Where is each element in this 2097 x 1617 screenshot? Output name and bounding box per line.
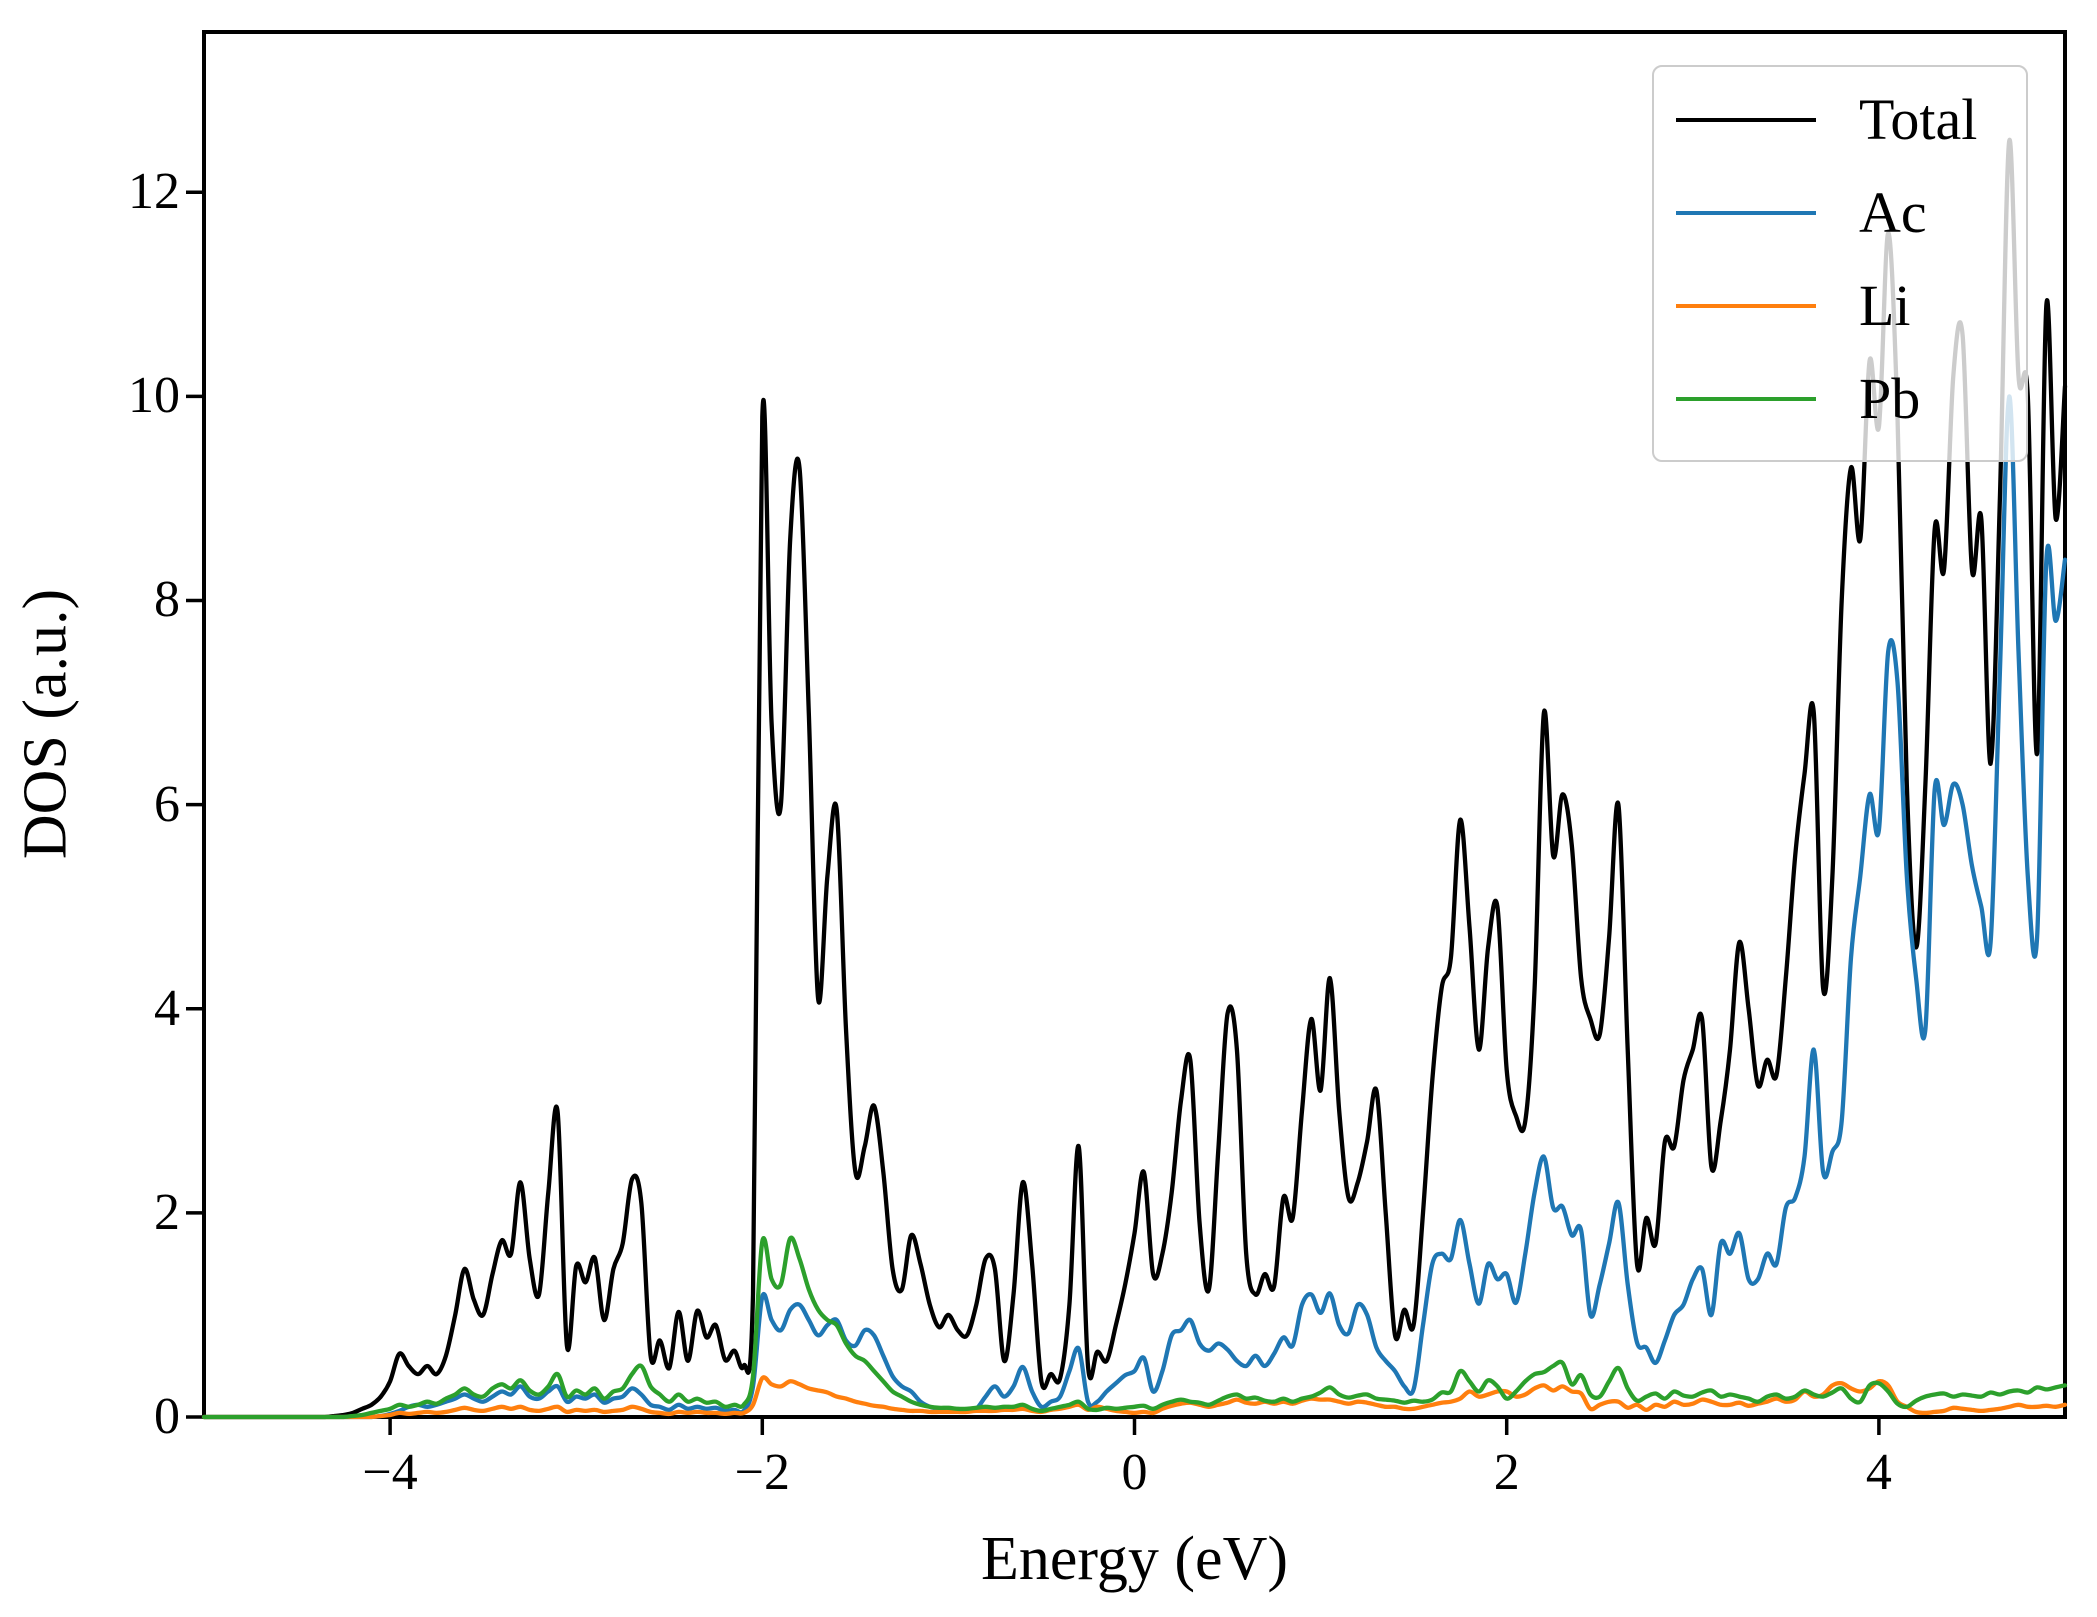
- y-tick-label-8: 8: [154, 571, 180, 629]
- x-tick-label-0: 0: [1121, 1444, 1148, 1501]
- y-axis-label: DOS (a.u.): [11, 588, 80, 860]
- y-tick-label-12: 12: [128, 163, 180, 221]
- x-tick-label-4: 4: [1865, 1444, 1892, 1501]
- legend-line-pb: [1676, 396, 1816, 401]
- legend: Total Ac Li Pb: [1652, 65, 2028, 462]
- legend-label-pb: Pb: [1859, 365, 1921, 431]
- y-tick-label-6: 6: [154, 775, 180, 833]
- y-tick-label-0: 0: [154, 1388, 180, 1445]
- legend-item-ac: Ac: [1676, 166, 2026, 259]
- curve-li: [201, 1375, 2068, 1420]
- legend-item-li: Li: [1676, 259, 2026, 352]
- legend-label-li: Li: [1859, 272, 1911, 338]
- x-axis-label: Energy (eV): [980, 1525, 1288, 1593]
- legend-label-ac: Ac: [1859, 179, 1927, 245]
- x-tick-label-2: 2: [1493, 1444, 1520, 1501]
- legend-line-li: [1676, 303, 1816, 308]
- x-tick-label-−4: −4: [362, 1444, 418, 1501]
- y-tick-label-2: 2: [154, 1183, 180, 1241]
- curve-pb: [201, 1235, 2068, 1420]
- legend-item-pb: Pb: [1676, 352, 2026, 445]
- x-tick-label-−2: −2: [734, 1444, 790, 1501]
- legend-label-total: Total: [1859, 86, 1978, 152]
- legend-line-total: [1676, 117, 1816, 122]
- legend-line-ac: [1676, 210, 1816, 215]
- y-tick-label-4: 4: [154, 979, 180, 1037]
- y-tick-label-10: 10: [128, 367, 180, 425]
- legend-item-total: Total: [1676, 73, 2026, 166]
- curve-ac: [201, 394, 2068, 1420]
- curve-total: [201, 137, 2068, 1420]
